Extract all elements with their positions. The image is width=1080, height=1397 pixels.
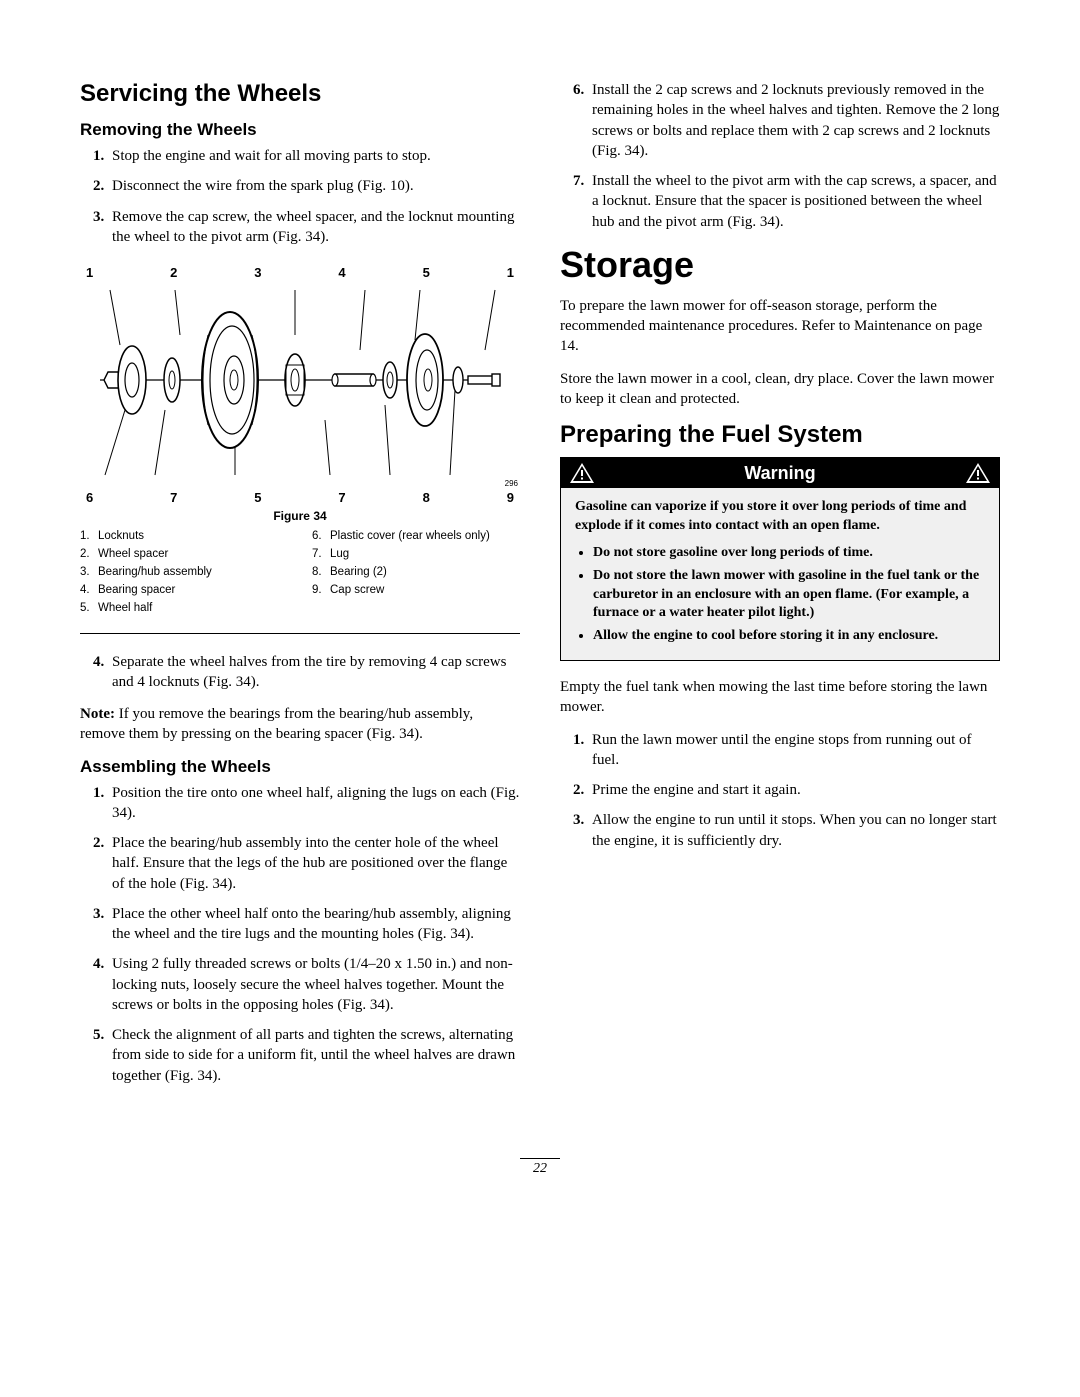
figure-top-callouts: 1 2 3 4 5 1 [80,265,520,280]
note-label: Note: [80,706,115,722]
warning-triangle-icon [965,462,991,484]
assembling-steps-list: Position the tire onto one wheel half, a… [80,783,520,1086]
list-item: Allow the engine to cool before storing … [593,627,985,646]
warning-paragraph: Gasoline can vaporize if you store it ov… [575,498,985,536]
page-number: 22 [520,1158,560,1177]
legend-num: 7. [312,547,330,562]
legend-text: Bearing (2) [330,565,387,580]
assembling-steps-continued: Install the 2 cap screws and 2 locknuts … [560,80,1000,232]
heading-preparing-fuel: Preparing the Fuel System [560,421,1000,449]
removing-steps-list: Stop the engine and wait for all moving … [80,146,520,247]
legend-num: 1. [80,529,98,544]
legend-num: 9. [312,583,330,598]
list-item: Stop the engine and wait for all moving … [108,146,520,166]
heading-servicing-wheels: Servicing the Wheels [80,80,520,108]
list-item: Place the bearing/hub assembly into the … [108,833,520,894]
heading-storage: Storage [560,244,1000,286]
legend-text: Bearing spacer [98,583,175,598]
removing-steps-continued: Separate the wheel halves from the tire … [80,652,520,693]
callout-number: 6 [86,490,93,505]
callout-number: 4 [338,265,345,280]
list-item: Do not store gasoline over long periods … [593,544,985,563]
wheel-exploded-diagram: 296 [80,280,520,490]
callout-number: 3 [254,265,261,280]
legend-text: Cap screw [330,583,384,598]
storage-intro-1: To prepare the lawn mower for off-season… [560,296,1000,357]
warning-box: Warning Gasoline can vaporize if you sto… [560,457,1000,661]
callout-number: 7 [338,490,345,505]
legend-num: 2. [80,547,98,562]
figure-34: 1 2 3 4 5 1 [80,265,520,634]
callout-number: 9 [507,490,514,505]
legend-num: 6. [312,529,330,544]
list-item: Install the 2 cap screws and 2 locknuts … [588,80,1000,161]
list-item: Place the other wheel half onto the bear… [108,904,520,945]
legend-text: Plastic cover (rear wheels only) [330,529,490,544]
list-item: Prime the engine and start it again. [588,780,1000,800]
callout-number: 1 [86,265,93,280]
warning-triangle-icon [569,462,595,484]
list-item: Remove the cap screw, the wheel spacer, … [108,207,520,248]
figure-caption: Figure 34 [80,509,520,523]
legend-text: Bearing/hub assembly [98,565,212,580]
heading-removing-wheels: Removing the Wheels [80,120,520,140]
callout-number: 5 [254,490,261,505]
list-item: Position the tire onto one wheel half, a… [108,783,520,824]
legend-num: 8. [312,565,330,580]
storage-intro-2: Store the lawn mower in a cool, clean, d… [560,369,1000,410]
fuel-intro: Empty the fuel tank when mowing the last… [560,677,1000,718]
legend-num: 3. [80,565,98,580]
warning-bullets: Do not store gasoline over long periods … [575,544,985,646]
callout-number: 1 [507,265,514,280]
warning-title: Warning [595,463,965,484]
legend-text: Lug [330,547,349,562]
note-paragraph: Note: If you remove the bearings from th… [80,704,520,745]
list-item: Install the wheel to the pivot arm with … [588,171,1000,232]
figure-bottom-callouts: 6 7 5 7 8 9 [80,490,520,505]
legend-text: Wheel spacer [98,547,168,562]
callout-number: 8 [423,490,430,505]
legend-text: Locknuts [98,529,144,544]
list-item: Using 2 fully threaded screws or bolts (… [108,954,520,1015]
callout-number: 7 [170,490,177,505]
list-item: Run the lawn mower until the engine stop… [588,730,1000,771]
list-item: Check the alignment of all parts and tig… [108,1025,520,1086]
note-text: If you remove the bearings from the bear… [80,706,473,742]
callout-number: 5 [423,265,430,280]
list-item: Separate the wheel halves from the tire … [108,652,520,693]
figure-ref-number: 296 [505,479,518,488]
warning-header: Warning [561,458,999,488]
list-item: Allow the engine to run until it stops. … [588,810,1000,851]
legend-text: Wheel half [98,601,152,616]
list-item: Disconnect the wire from the spark plug … [108,176,520,196]
legend-num: 4. [80,583,98,598]
legend-num: 5. [80,601,98,616]
fuel-steps-list: Run the lawn mower until the engine stop… [560,730,1000,851]
list-item: Do not store the lawn mower with gasolin… [593,567,985,624]
figure-legend: 1.Locknuts 2.Wheel spacer 3.Bearing/hub … [80,529,520,634]
heading-assembling-wheels: Assembling the Wheels [80,757,520,777]
warning-body: Gasoline can vaporize if you store it ov… [561,488,999,660]
callout-number: 2 [170,265,177,280]
